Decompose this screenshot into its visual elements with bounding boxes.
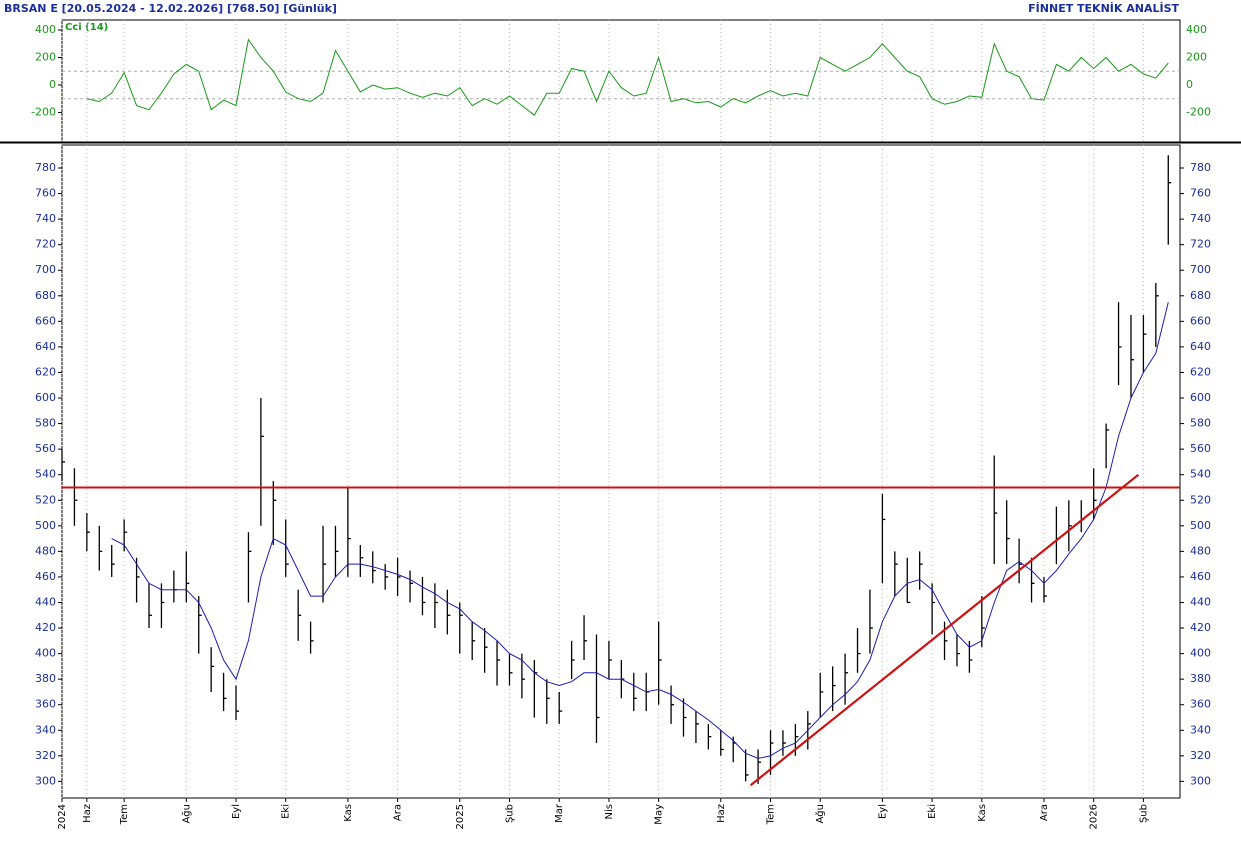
y-tick-label: 740: [1190, 212, 1211, 225]
y-tick-label: 600: [35, 391, 56, 404]
y-tick-label: 540: [1190, 468, 1211, 481]
x-tick-label: 2026: [1089, 804, 1100, 829]
y-tick-label: 360: [35, 698, 56, 711]
brand: FİNNET TEKNİK ANALİST: [1028, 1, 1179, 15]
x-tick-label: Eki: [927, 804, 938, 819]
y-tick-label: 540: [35, 468, 56, 481]
y-tick-label: 700: [1190, 263, 1211, 276]
cci-tick-label: 0: [1186, 78, 1193, 91]
cci-tick-label: -200: [1186, 105, 1211, 118]
y-tick-label: 560: [1190, 442, 1211, 455]
x-tick-label: Kas: [343, 804, 354, 822]
y-tick-label: 700: [35, 263, 56, 276]
y-tick-label: 560: [35, 442, 56, 455]
y-tick-label: 500: [35, 519, 56, 532]
y-tick-label: 500: [1190, 519, 1211, 532]
cci-tick-label: 200: [35, 51, 56, 64]
cci-tick-label: 200: [1186, 51, 1207, 64]
x-tick-label: Eyl: [231, 804, 242, 819]
y-tick-label: 420: [1190, 621, 1211, 634]
y-tick-label: 780: [35, 161, 56, 174]
x-tick-label: May: [654, 804, 665, 825]
y-tick-label: 440: [1190, 595, 1211, 608]
y-tick-label: 720: [1190, 238, 1211, 251]
y-tick-label: 680: [35, 289, 56, 302]
cci-line: [86, 38, 1169, 116]
y-tick-label: 300: [35, 774, 56, 787]
x-tick-label: Şub: [1138, 804, 1149, 823]
x-tick-label: Haz: [82, 804, 93, 823]
y-tick-label: 620: [1190, 365, 1211, 378]
y-tick-label: 660: [1190, 314, 1211, 327]
y-tick-label: 320: [35, 749, 56, 762]
y-tick-label: 760: [35, 187, 56, 200]
x-tick-label: Haz: [716, 804, 727, 823]
y-tick-label: 780: [1190, 161, 1211, 174]
y-tick-label: 520: [35, 493, 56, 506]
y-tick-label: 580: [1190, 417, 1211, 430]
x-tick-label: Şub: [504, 804, 515, 823]
x-tick-label: Ağu: [814, 804, 826, 824]
y-tick-label: 680: [1190, 289, 1211, 302]
y-tick-label: 720: [35, 238, 56, 251]
y-tick-label: 740: [35, 212, 56, 225]
x-tick-label: Mar: [554, 803, 565, 823]
x-tick-label: Ara: [1039, 804, 1050, 821]
y-tick-label: 620: [35, 365, 56, 378]
cci-label: Cci (14): [65, 22, 108, 33]
y-tick-label: 520: [1190, 493, 1211, 506]
y-tick-label: 320: [1190, 749, 1211, 762]
x-tick-label: 2024: [57, 804, 68, 829]
y-tick-label: 760: [1190, 187, 1211, 200]
y-tick-label: 440: [35, 595, 56, 608]
trend-line: [749, 473, 1140, 787]
y-tick-label: 580: [35, 417, 56, 430]
y-tick-label: 420: [35, 621, 56, 634]
y-tick-label: 600: [1190, 391, 1211, 404]
y-tick-label: 480: [35, 544, 56, 557]
y-tick-label: 480: [1190, 544, 1211, 557]
moving-average: [111, 302, 1169, 759]
y-tick-label: 660: [35, 314, 56, 327]
y-tick-label: 340: [35, 723, 56, 736]
y-tick-label: 460: [35, 570, 56, 583]
cci-tick-label: 400: [35, 23, 56, 36]
x-tick-label: Tem: [119, 804, 130, 825]
cci-tick-label: -200: [31, 105, 56, 118]
y-tick-label: 640: [35, 340, 56, 353]
cci-tick-label: 400: [1186, 23, 1207, 36]
y-tick-label: 300: [1190, 774, 1211, 787]
x-tick-label: Ara: [393, 804, 404, 821]
x-tick-label: Tem: [766, 804, 777, 825]
x-tick-label: 2025: [455, 804, 466, 829]
cci-tick-label: 0: [49, 78, 56, 91]
x-tick-label: Eki: [281, 804, 292, 819]
x-tick-label: Ağu: [180, 804, 192, 824]
y-tick-label: 380: [1190, 672, 1211, 685]
y-tick-label: 640: [1190, 340, 1211, 353]
x-tick-label: Kas: [977, 804, 988, 822]
x-tick-label: Eyl: [877, 804, 888, 819]
y-tick-label: 400: [35, 647, 56, 660]
y-tick-label: 460: [1190, 570, 1211, 583]
y-tick-label: 380: [35, 672, 56, 685]
y-tick-label: 360: [1190, 698, 1211, 711]
x-tick-label: Nis: [604, 804, 615, 819]
chart-title: BRSAN E [20.05.2024 - 12.02.2026] [768.5…: [4, 2, 337, 15]
y-tick-label: 340: [1190, 723, 1211, 736]
y-tick-label: 400: [1190, 647, 1211, 660]
